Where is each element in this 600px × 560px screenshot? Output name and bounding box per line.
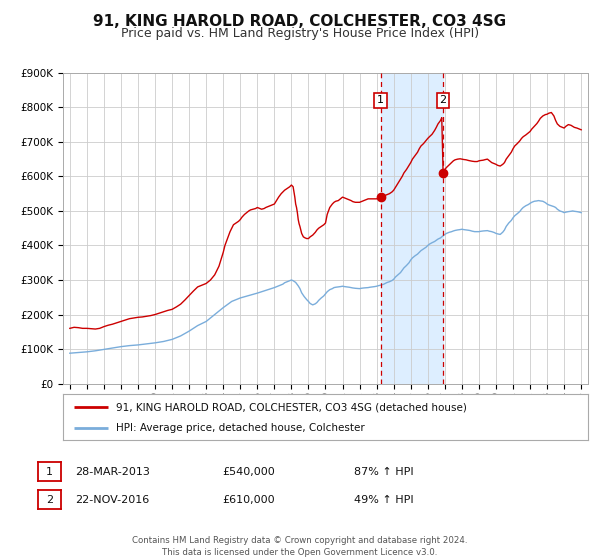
Text: £540,000: £540,000: [222, 466, 275, 477]
Text: £610,000: £610,000: [222, 494, 275, 505]
Text: HPI: Average price, detached house, Colchester: HPI: Average price, detached house, Colc…: [115, 423, 364, 433]
Text: 91, KING HAROLD ROAD, COLCHESTER, CO3 4SG (detached house): 91, KING HAROLD ROAD, COLCHESTER, CO3 4S…: [115, 403, 466, 413]
Text: 1: 1: [377, 95, 384, 105]
Text: 49% ↑ HPI: 49% ↑ HPI: [354, 494, 413, 505]
Text: 87% ↑ HPI: 87% ↑ HPI: [354, 466, 413, 477]
Text: Price paid vs. HM Land Registry's House Price Index (HPI): Price paid vs. HM Land Registry's House …: [121, 27, 479, 40]
Text: 2: 2: [46, 494, 53, 505]
Text: Contains HM Land Registry data © Crown copyright and database right 2024.
This d: Contains HM Land Registry data © Crown c…: [132, 536, 468, 557]
Bar: [380, 73, 443, 384]
Text: 28-MAR-2013: 28-MAR-2013: [75, 466, 150, 477]
Text: 1: 1: [46, 466, 53, 477]
Text: 2: 2: [440, 95, 446, 105]
Text: 22-NOV-2016: 22-NOV-2016: [75, 494, 149, 505]
Text: 91, KING HAROLD ROAD, COLCHESTER, CO3 4SG: 91, KING HAROLD ROAD, COLCHESTER, CO3 4S…: [94, 14, 506, 29]
